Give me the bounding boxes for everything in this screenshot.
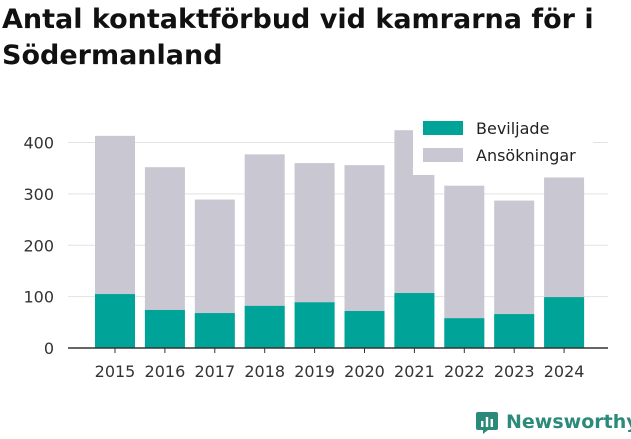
x-tick-label-2023: 2023 (494, 362, 535, 381)
x-tick-label-2016: 2016 (145, 362, 186, 381)
x-tick-label-2019: 2019 (294, 362, 335, 381)
bar-beviljade-2015 (95, 294, 135, 348)
bar-beviljade-2019 (294, 302, 335, 348)
legend-label-ansokningar: Ansökningar (476, 146, 576, 165)
bar-beviljade-2018 (244, 305, 285, 348)
y-tick-label-100: 100 (23, 288, 54, 307)
y-tick-label-300: 300 (23, 185, 54, 204)
legend-label-beviljade: Beviljade (476, 119, 549, 138)
x-tick-label-2021: 2021 (394, 362, 435, 381)
bar-beviljade-2021 (394, 293, 435, 348)
bar-beviljade-2024 (544, 297, 585, 348)
x-tick-label-2015: 2015 (95, 362, 136, 381)
bar-beviljade-2020 (344, 311, 385, 348)
newsworthy-logo-icon (476, 412, 498, 434)
bar-beviljade-2022 (444, 318, 485, 348)
y-tick-label-400: 400 (23, 134, 54, 153)
chart-title: Antal kontaktförbud vid kamrarna för i S… (2, 4, 594, 71)
bar-beviljade-2016 (144, 309, 185, 348)
x-tick-label-2017: 2017 (194, 362, 235, 381)
x-tick-label-2018: 2018 (244, 362, 285, 381)
x-tick-label-2020: 2020 (344, 362, 385, 381)
bar-beviljade-2023 (494, 314, 535, 348)
legend-swatch-beviljade (423, 121, 463, 135)
newsworthy-logo: Newsworthy (475, 405, 631, 439)
brand-name: Newsworthy (506, 411, 631, 433)
legend-swatch-ansokningar (423, 148, 463, 162)
y-tick-label-0: 0 (44, 339, 54, 358)
x-tick-label-2024: 2024 (544, 362, 585, 381)
x-tick-label-2022: 2022 (444, 362, 485, 381)
y-tick-label-200: 200 (23, 236, 54, 255)
bar-beviljade-2017 (194, 313, 235, 348)
